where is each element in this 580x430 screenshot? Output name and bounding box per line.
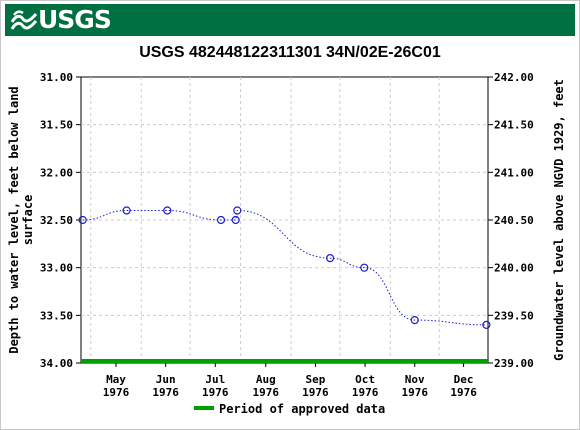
legend: Period of approved data	[194, 402, 385, 416]
y-left-tick-label: 32.00	[40, 166, 73, 179]
approved-period-bar	[81, 359, 488, 363]
y-left-tick-label: 34.00	[40, 357, 73, 370]
approved-period-bar-rect	[81, 359, 488, 363]
x-tick-label-month: Nov	[405, 373, 425, 386]
data-point	[163, 206, 172, 215]
y-right-tick-label: 241.00	[494, 166, 534, 179]
axis-labels: 31.00 242.00 31.50 241.50 32.00 241.00 32.50 24…	[7, 71, 566, 399]
y-right-tick-label: 241.50	[494, 119, 534, 132]
x-tick-label-month: Jul	[205, 373, 225, 386]
y-right-tick-label: 240.00	[494, 262, 534, 275]
x-tick-label-month: Sep	[305, 373, 325, 386]
x-tick-label-year: 1976	[352, 386, 379, 399]
x-tick-label-month: Dec	[454, 373, 474, 386]
data-point	[122, 206, 131, 215]
usgs-banner: USGS	[5, 4, 575, 36]
data-point	[482, 320, 491, 329]
data-series	[78, 206, 491, 329]
y-right-tick-label: 242.00	[494, 71, 534, 84]
x-tick-label-month: Oct	[355, 373, 375, 386]
y-left-tick-label: 33.50	[40, 309, 73, 322]
x-tick-label-month: Aug	[256, 373, 276, 386]
data-point	[231, 215, 240, 225]
x-tick-label-year: 1976	[152, 386, 179, 399]
legend-swatch	[194, 406, 214, 410]
y-right-tick-label: 239.00	[494, 357, 534, 370]
chart-title: USGS 482448122311301 34N/02E-26C01	[139, 44, 441, 61]
y-left-tick-label: 32.50	[40, 214, 73, 227]
usgs-logo-text: USGS	[38, 5, 112, 34]
x-tick-label-year: 1976	[401, 386, 428, 399]
data-point	[325, 254, 335, 263]
x-tick-label-year: 1976	[202, 386, 229, 399]
data-point	[360, 263, 369, 272]
legend-label: Period of approved data	[219, 402, 385, 416]
x-tick-label-month: May	[106, 373, 126, 386]
y-right-tick-label: 239.50	[494, 309, 534, 322]
data-point	[78, 215, 87, 225]
y-left-tick-label: 31.00	[40, 71, 73, 84]
x-tick-label-year: 1976	[450, 386, 477, 399]
data-point	[410, 316, 419, 325]
axis-ticks	[76, 76, 493, 367]
grid-lines	[81, 77, 488, 363]
x-tick-label-month: Jun	[156, 373, 176, 386]
series-line	[82, 209, 487, 326]
data-point	[233, 206, 242, 215]
y-right-axis-title: Groundwater level above NGVD 1929, feet	[552, 79, 566, 361]
data-point	[216, 215, 226, 225]
y-left-axis-title-line2: surface	[21, 195, 35, 246]
x-tick-label-year: 1976	[103, 386, 130, 399]
x-tick-label-year: 1976	[302, 386, 329, 399]
usgs-wave-icon	[11, 10, 37, 30]
x-tick-label-year: 1976	[253, 386, 280, 399]
y-left-tick-label: 31.50	[40, 119, 73, 132]
y-left-tick-label: 33.00	[40, 262, 73, 275]
y-left-axis-title-line1: Depth to water level, feet below land	[7, 86, 21, 353]
y-right-tick-label: 240.50	[494, 214, 534, 227]
